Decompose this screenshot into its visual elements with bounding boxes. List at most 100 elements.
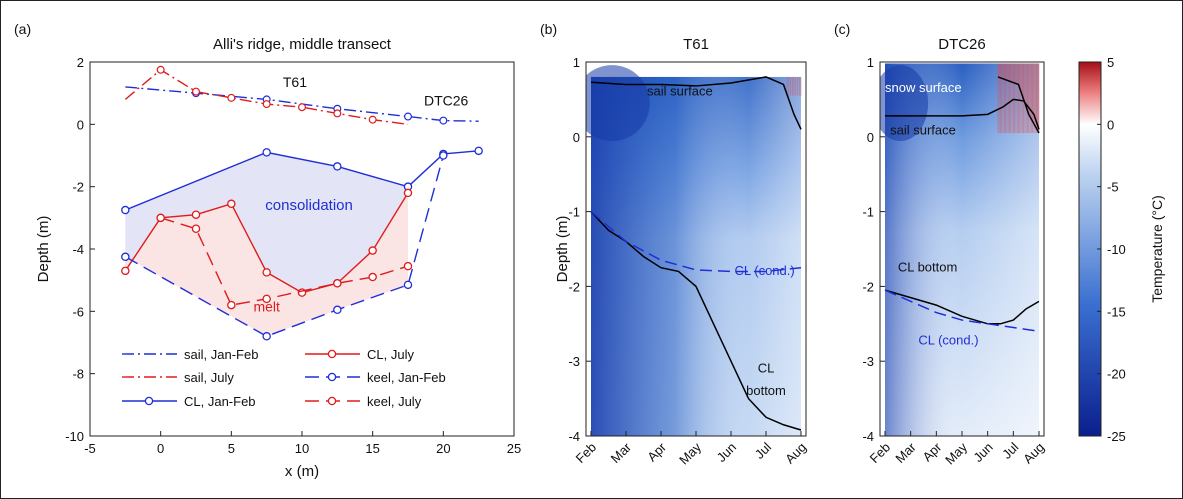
heatmap-field (880, 63, 1040, 436)
annotation-a: consolidation (265, 197, 353, 214)
x-tick-label-a: 10 (295, 441, 309, 456)
heatmap-field (586, 65, 802, 436)
data-point (156, 213, 165, 223)
annotation-a: T61 (283, 74, 307, 90)
data-point (333, 305, 342, 315)
colorbar-tick-label: -25 (1107, 429, 1126, 444)
consolidation-region (125, 152, 408, 293)
data-point (439, 151, 448, 160)
y-tick-label: 0 (573, 130, 580, 145)
colorbar-tick-label: 5 (1107, 55, 1114, 70)
line-sail-surface (590, 76, 802, 130)
data-point (227, 93, 236, 102)
data-point (121, 205, 130, 215)
line-snow-surface (997, 76, 1040, 134)
y-tick-label: -4 (568, 429, 580, 444)
panel-label-a: (a) (14, 21, 31, 37)
y-tick-label: -1 (568, 205, 580, 220)
x-tick-label-a: 5 (228, 441, 235, 456)
x-tick-label: Jun (714, 440, 739, 465)
data-point (262, 332, 271, 341)
data-point (262, 148, 271, 157)
data-point (474, 146, 483, 156)
annotation: CL (cond.) (918, 333, 978, 348)
y-tick-label-a: 2 (77, 55, 84, 70)
annotation: sail surface (647, 84, 713, 99)
panel-title: T61 (683, 36, 709, 53)
x-tick-label: Apr (920, 439, 945, 464)
x-tick-label: Aug (782, 440, 809, 467)
x-tick-label-a: 25 (507, 441, 521, 456)
annotation: CL bottom (898, 259, 958, 274)
title-a: Alli's ridge, middle transect (213, 36, 392, 53)
y-tick-label: -4 (862, 429, 874, 444)
cold-core (880, 65, 929, 142)
data-point (368, 115, 377, 124)
panel-label: (b) (540, 21, 557, 37)
x-tick-label-a: 0 (157, 441, 164, 456)
data-point (227, 300, 236, 310)
colorbar-tick-label: -10 (1107, 242, 1126, 257)
panel-title: DTC26 (938, 36, 986, 53)
y-tick-label: 1 (573, 55, 580, 70)
legend-marker (144, 396, 154, 406)
x-tick-label: Jun (970, 440, 995, 465)
x-tick-label: Aug (1020, 440, 1047, 467)
data-point (439, 116, 448, 125)
y-tick-label: 0 (867, 130, 874, 145)
y-tick-label: -1 (862, 205, 874, 220)
data-point (192, 87, 201, 96)
data-point (333, 279, 342, 288)
y-tick-label-a: -2 (72, 180, 84, 195)
y-tick-label-a: -6 (72, 304, 84, 319)
legend-label: keel, Jan-Feb (367, 370, 446, 385)
x-tick-label: Mar (892, 439, 919, 466)
legend-label: keel, July (367, 394, 422, 409)
data-point (298, 103, 307, 112)
data-point (191, 210, 201, 219)
line-cl-cond- (884, 289, 1040, 333)
surface-mask (997, 63, 1039, 134)
colorbar-tick-label: -15 (1107, 304, 1126, 319)
y-axis-label-a: Depth (m) (35, 216, 52, 283)
x-tick-label: May (676, 439, 704, 467)
legend-label: CL, Jan-Feb (184, 394, 256, 409)
annotation: CL (758, 360, 775, 375)
colorbar-label: Temperature (°C) (1149, 195, 1165, 303)
legend-label: sail, Jan-Feb (184, 347, 258, 362)
annotation: snow surface (885, 80, 962, 95)
data-point (121, 266, 130, 276)
series-group-a (121, 65, 483, 341)
annotation: bottom (746, 383, 786, 398)
data-point (191, 224, 201, 233)
colorbar-tick-label: -20 (1107, 367, 1126, 382)
x-tick-label-a: 20 (436, 441, 450, 456)
x-tick-label-a: 15 (365, 441, 379, 456)
data-point (368, 272, 377, 282)
data-point (121, 252, 130, 262)
y-tick-label: -3 (862, 354, 874, 369)
colorbar-tick-label: 0 (1107, 117, 1114, 132)
y-tick-label: -3 (568, 354, 580, 369)
annotation-a: DTC26 (424, 93, 469, 109)
data-point (333, 109, 342, 118)
colorbar: -25 -20 -15 -10 -5 0 5 Temperature (°C) (1078, 55, 1165, 444)
y-tick-label-a: 0 (77, 117, 84, 132)
x-tick-label: Jul (999, 439, 1021, 461)
legend-marker (327, 372, 337, 382)
x-tick-label: Jul (752, 439, 774, 461)
x-tick-label: Mar (608, 439, 635, 466)
legend-label: CL, July (367, 347, 414, 362)
y-tick-label-a: -8 (72, 367, 84, 382)
data-point (156, 65, 165, 74)
series-line-2 (125, 150, 479, 211)
legend-marker (327, 396, 337, 406)
panel-a: -5 0 5 10 15 20 25 -10 -8 -6 -4 -2 0 2 x (m) Depth (m) A… (14, 21, 521, 480)
line-sail-surface (885, 98, 1040, 130)
data-point (262, 100, 271, 109)
x-axis-label-a: x (m) (285, 463, 319, 480)
y-tick-label: -2 (568, 279, 580, 294)
annotation: sail surface (890, 123, 956, 138)
